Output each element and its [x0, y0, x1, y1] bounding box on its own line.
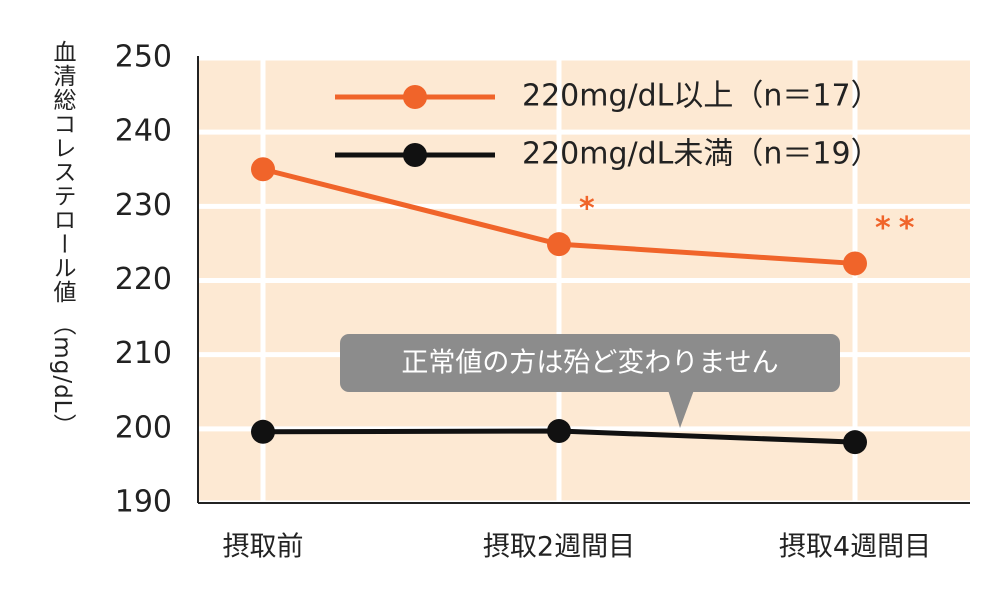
y-tick-label: 220: [115, 262, 172, 297]
data-point: [843, 251, 867, 276]
x-tick-label: 摂取2週間目: [483, 532, 635, 563]
callout-text: 正常値の方は殆ど変わりません: [401, 348, 778, 379]
significance-mark: **: [875, 211, 922, 246]
y-tick-label: 250: [115, 40, 172, 75]
legend-marker: [403, 85, 427, 109]
data-point: [251, 157, 275, 182]
y-axis-title: 血清総コレステロール値 （mg/dL）: [49, 40, 77, 437]
legend-label: 220mg/dL以上（n＝17）: [522, 79, 881, 114]
data-point: [547, 419, 571, 444]
y-tick-label: 240: [115, 114, 172, 149]
callout-tail: [668, 390, 694, 428]
y-tick-label: 200: [115, 410, 172, 445]
legend-label: 220mg/dL未満（n＝19）: [522, 137, 881, 172]
y-tick-label: 230: [115, 188, 172, 223]
x-tick-label: 摂取4週間目: [779, 532, 931, 563]
callout-box: [340, 334, 840, 392]
significance-mark: *: [579, 192, 603, 227]
legend-marker: [403, 143, 427, 167]
data-point: [251, 419, 275, 444]
data-point: [547, 232, 571, 257]
y-tick-label: 190: [115, 485, 172, 520]
data-point: [843, 430, 867, 455]
y-tick-label: 210: [115, 336, 172, 371]
x-tick-label: 摂取前: [223, 532, 304, 563]
